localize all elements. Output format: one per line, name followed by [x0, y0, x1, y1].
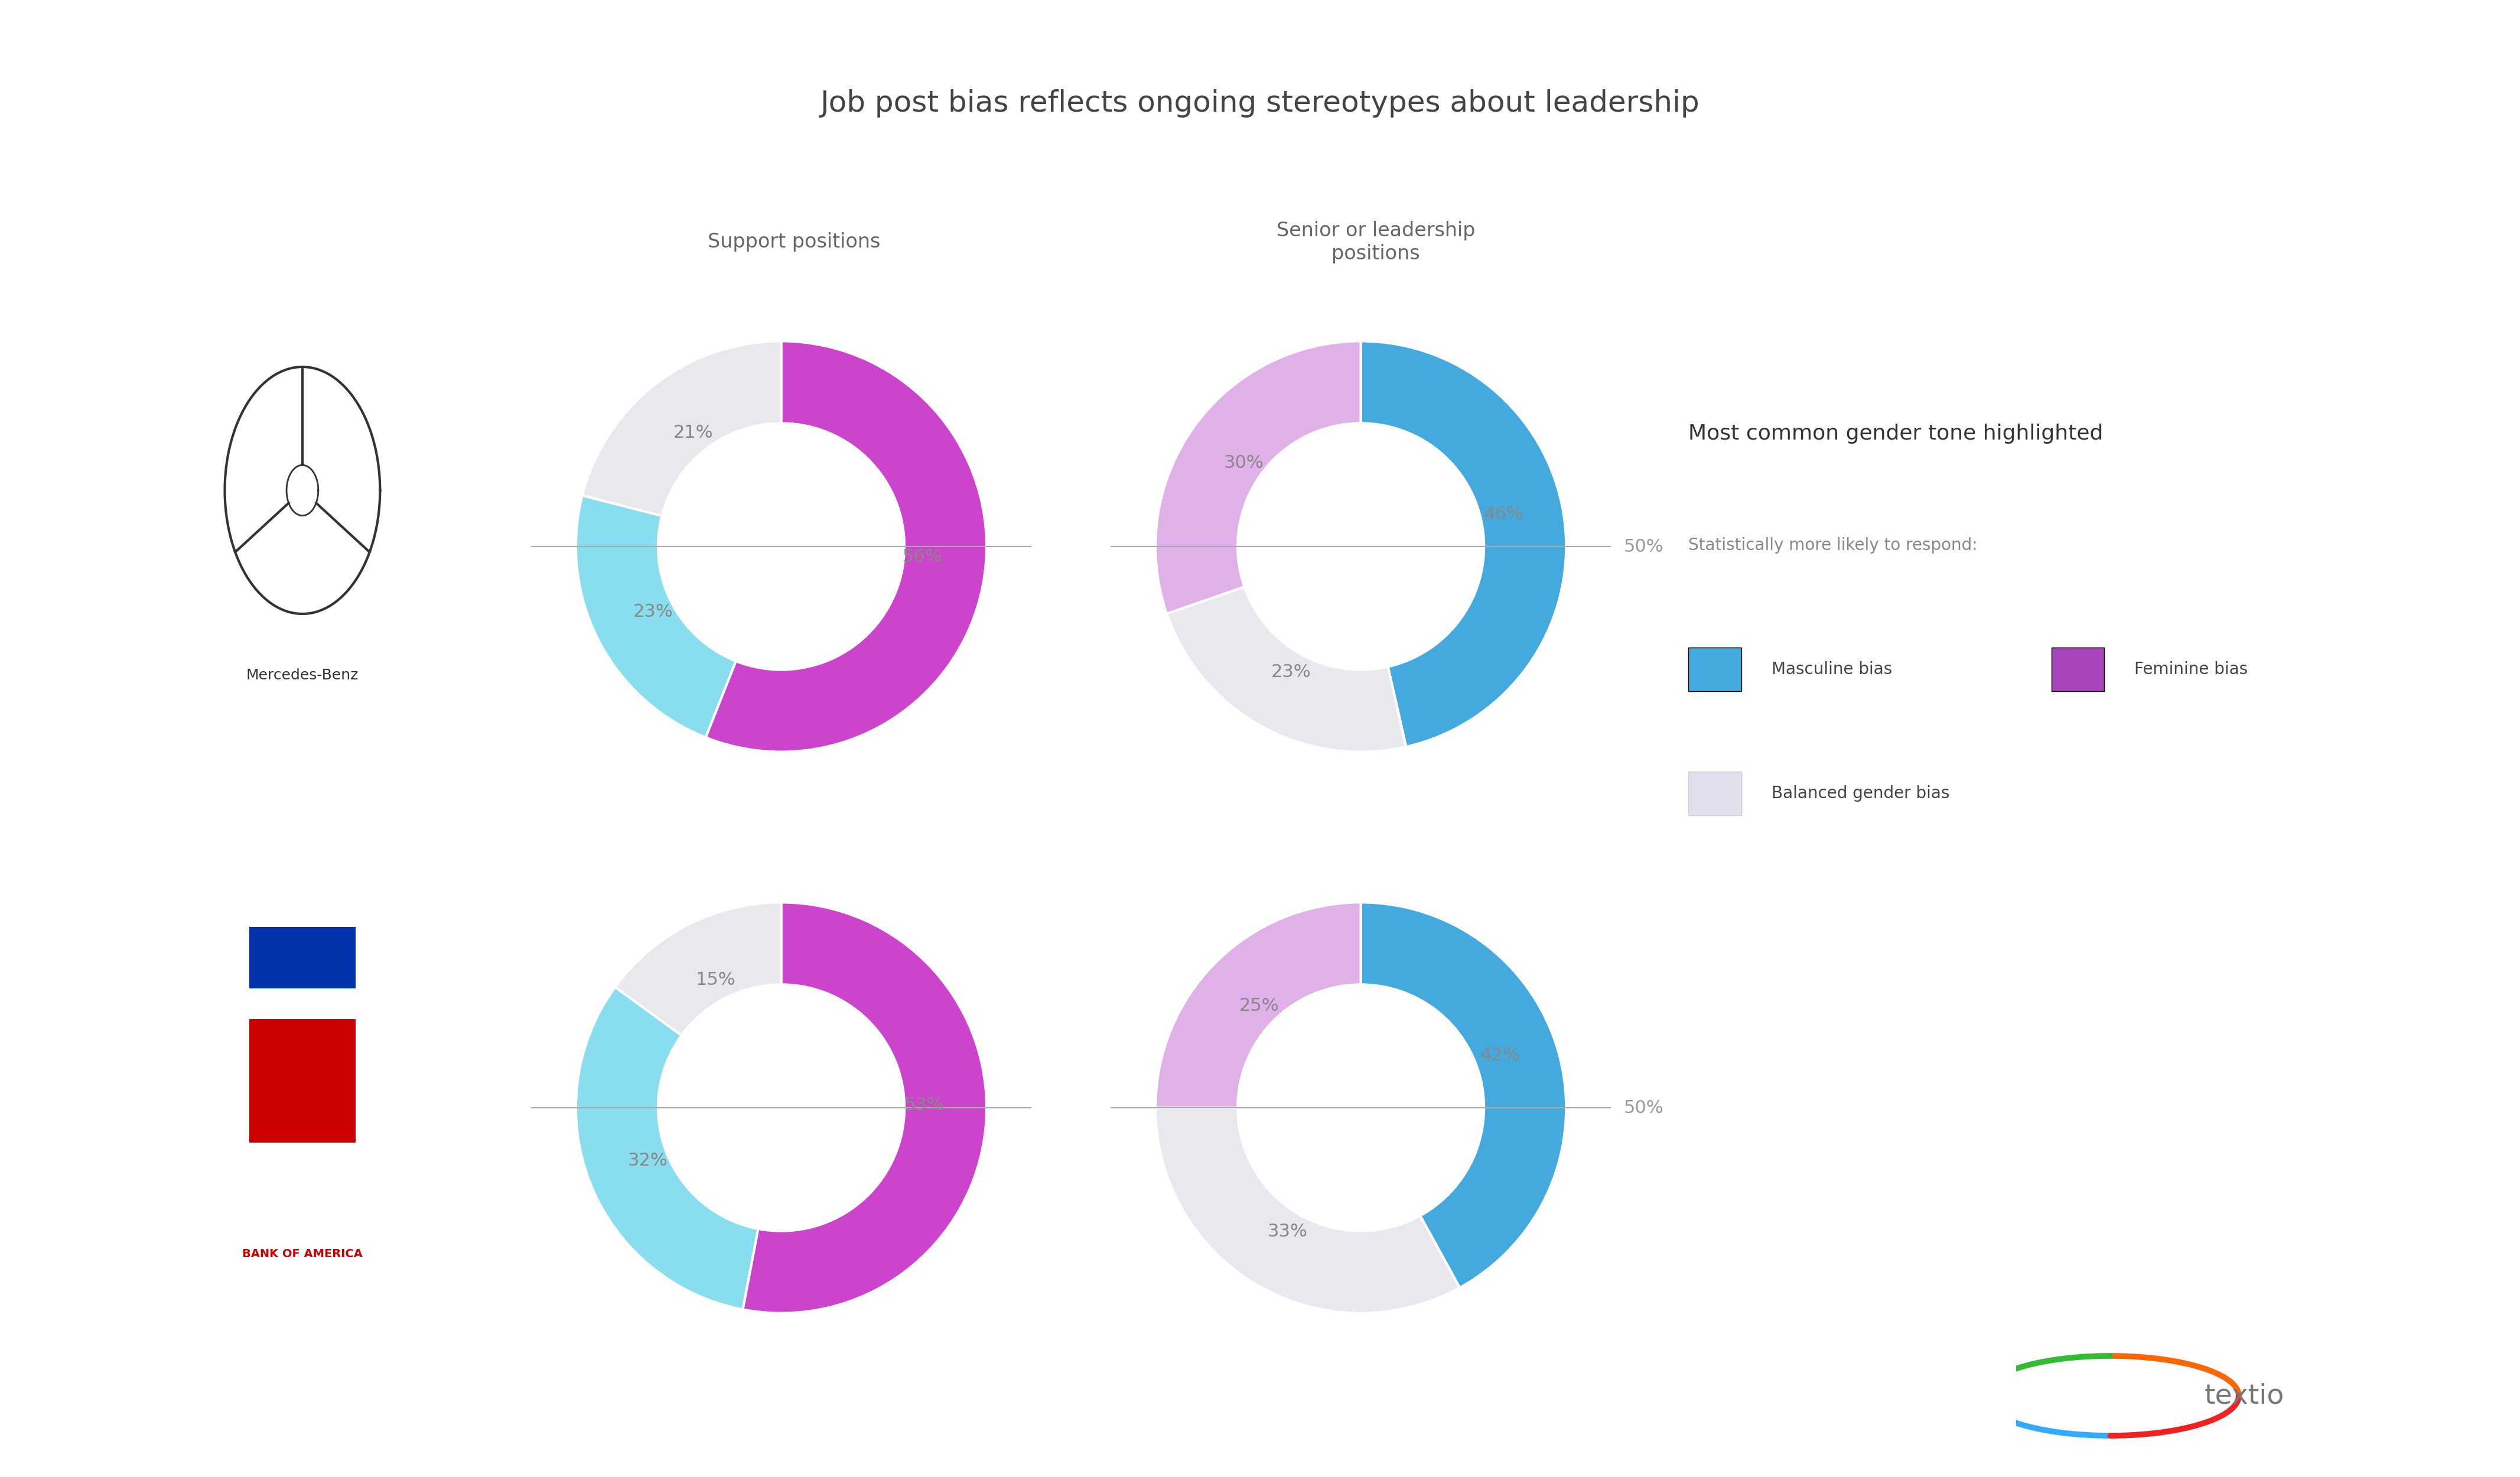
FancyBboxPatch shape	[1688, 771, 1741, 815]
Bar	[249, 1019, 355, 1050]
Text: 15%: 15%	[696, 970, 736, 988]
Text: 50%: 50%	[1623, 1099, 1663, 1117]
Bar	[249, 988, 355, 1019]
Text: Senior or leadership
positions: Senior or leadership positions	[1278, 222, 1474, 263]
Text: 42%: 42%	[1479, 1047, 1520, 1063]
Text: 56%: 56%	[902, 548, 942, 566]
Text: 53%: 53%	[905, 1096, 945, 1114]
Wedge shape	[615, 902, 781, 1035]
Text: 46%: 46%	[1484, 505, 1525, 523]
Text: Support positions: Support positions	[708, 232, 879, 253]
Wedge shape	[577, 987, 759, 1310]
FancyBboxPatch shape	[1688, 647, 1741, 691]
FancyBboxPatch shape	[2051, 647, 2104, 691]
Wedge shape	[1167, 586, 1406, 752]
Bar	[249, 1112, 355, 1143]
Text: Balanced gender bias: Balanced gender bias	[1772, 786, 1950, 802]
Text: Masculine bias: Masculine bias	[1772, 662, 1893, 678]
Text: Most common gender tone highlighted: Most common gender tone highlighted	[1688, 424, 2104, 443]
Text: 32%: 32%	[627, 1152, 668, 1170]
Bar	[249, 926, 355, 957]
Wedge shape	[1361, 341, 1565, 747]
Text: 21%: 21%	[673, 424, 713, 442]
Wedge shape	[1361, 902, 1565, 1288]
Text: Mercedes-Benz: Mercedes-Benz	[247, 669, 358, 682]
Text: 23%: 23%	[633, 603, 673, 620]
Wedge shape	[577, 495, 736, 737]
Wedge shape	[706, 341, 985, 752]
Bar	[249, 1081, 355, 1112]
Text: Job post bias reflects ongoing stereotypes about leadership: Job post bias reflects ongoing stereotyp…	[822, 89, 1698, 118]
Wedge shape	[1157, 1108, 1459, 1313]
Text: 30%: 30%	[1225, 455, 1263, 471]
Wedge shape	[582, 341, 781, 515]
Text: textio: textio	[2205, 1382, 2286, 1409]
Wedge shape	[1157, 902, 1361, 1108]
Text: 25%: 25%	[1240, 997, 1280, 1015]
Text: BANK OF AMERICA: BANK OF AMERICA	[242, 1248, 363, 1260]
Text: 50%: 50%	[1623, 538, 1663, 555]
Text: Feminine bias: Feminine bias	[2134, 662, 2248, 678]
Bar	[249, 957, 355, 988]
Text: Statistically more likely to respond:: Statistically more likely to respond:	[1688, 538, 1978, 554]
Text: 33%: 33%	[1268, 1223, 1308, 1241]
Wedge shape	[1157, 341, 1361, 613]
Wedge shape	[743, 902, 985, 1313]
Bar	[249, 1050, 355, 1081]
Text: 23%: 23%	[1270, 663, 1310, 681]
